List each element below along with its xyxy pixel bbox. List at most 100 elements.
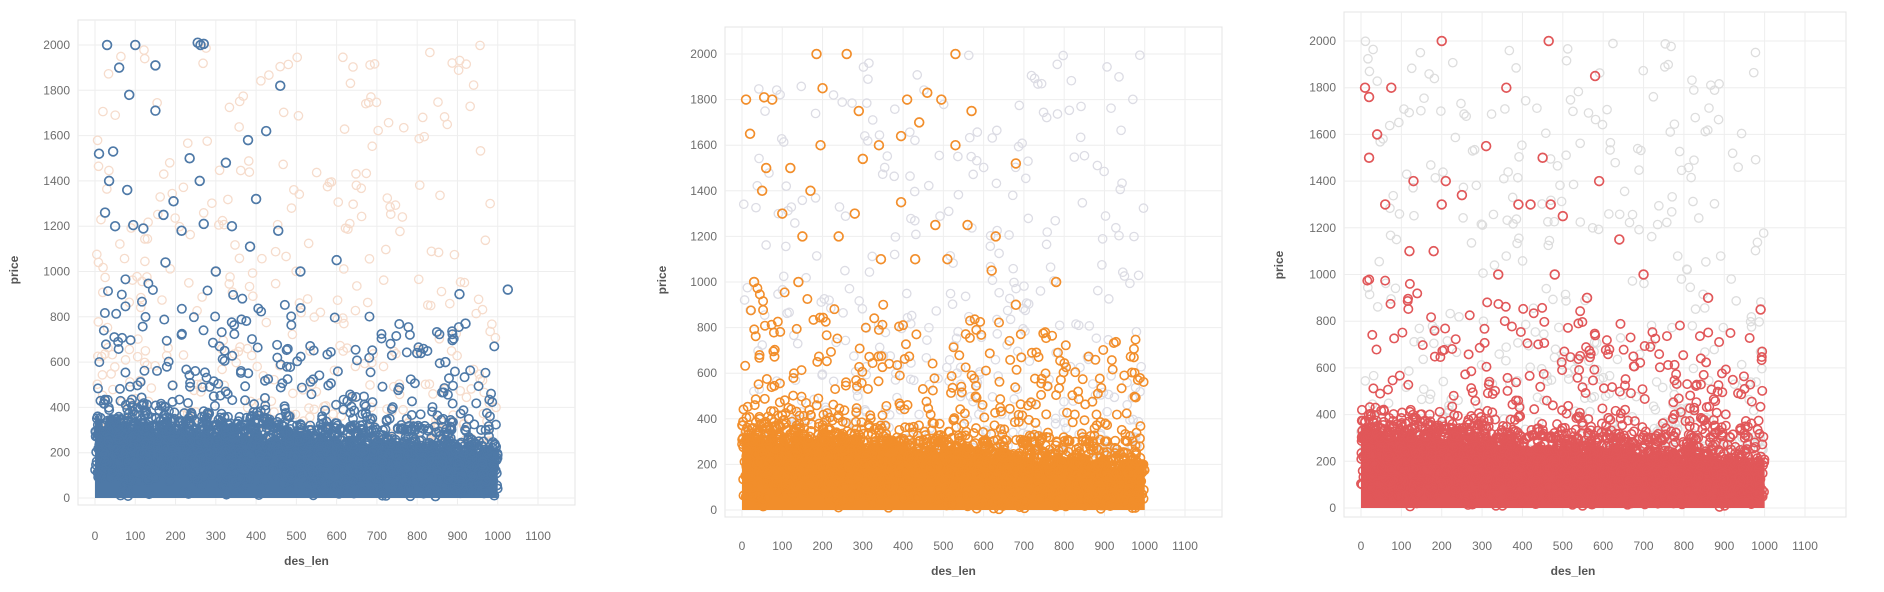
context-point <box>781 181 792 192</box>
dense-point <box>206 469 217 480</box>
scatter-point <box>137 321 148 332</box>
context-point <box>1011 283 1021 294</box>
outlier-point <box>913 117 925 128</box>
context-point <box>132 351 143 362</box>
context-point <box>966 151 977 162</box>
dense-point <box>221 489 232 500</box>
x-tick-label: 800 <box>407 529 427 543</box>
x-tick-label: 900 <box>1714 539 1734 553</box>
context-point <box>816 297 827 307</box>
context-point <box>1727 148 1738 159</box>
dense-point <box>142 459 153 470</box>
context-point <box>390 200 401 211</box>
dense-point <box>194 451 205 462</box>
context-point <box>344 218 355 229</box>
context-point <box>98 106 108 117</box>
context-point <box>1634 224 1644 235</box>
context-point <box>1501 251 1512 261</box>
dense-point <box>163 475 174 486</box>
scatter-point <box>376 329 387 340</box>
scatter-point <box>406 410 417 421</box>
scatter-point <box>429 421 440 432</box>
dense-point <box>114 434 125 445</box>
context-point <box>760 106 770 116</box>
context-point <box>326 177 337 187</box>
context-point <box>104 165 114 176</box>
context-point <box>1129 231 1139 242</box>
dense-point <box>383 433 394 444</box>
context-point <box>1693 213 1704 223</box>
context-point <box>859 131 870 141</box>
context-point <box>879 162 890 173</box>
context-point <box>351 281 362 291</box>
context-point <box>863 74 873 85</box>
scatter-point <box>1116 383 1127 394</box>
scatter-point <box>114 383 125 394</box>
context-point <box>1657 382 1668 393</box>
y-tick-label: 1400 <box>1309 174 1336 188</box>
context-point <box>1119 271 1130 281</box>
context-point <box>810 108 821 119</box>
scatter-point <box>396 423 407 434</box>
scatter-point <box>802 294 813 305</box>
context-point <box>364 253 375 264</box>
dense-point <box>133 475 144 486</box>
dense-point <box>318 456 329 467</box>
dense-point <box>272 471 283 482</box>
context-point <box>367 141 378 152</box>
context-point <box>911 229 921 240</box>
dense-point <box>417 455 428 466</box>
dense-point <box>167 442 178 453</box>
scatter-point <box>305 340 316 351</box>
context-point <box>753 84 764 94</box>
dense-point <box>152 442 163 453</box>
context-point <box>425 300 436 311</box>
y-tick-label: 0 <box>1329 501 1336 515</box>
context-point <box>183 278 194 288</box>
y-tick-label: 1200 <box>1309 221 1336 235</box>
context-point <box>454 55 465 66</box>
outlier-point <box>966 105 977 117</box>
x-axis-title: des_len <box>1551 564 1596 578</box>
dense-point <box>376 446 387 457</box>
scatter-point <box>325 378 336 389</box>
dense-point <box>383 458 394 469</box>
scatter-point <box>209 420 220 431</box>
context-point <box>96 351 107 362</box>
scatter-point <box>199 425 210 436</box>
context-point <box>1106 103 1116 114</box>
context-point <box>844 283 855 294</box>
context-point <box>433 247 444 258</box>
context-point <box>398 404 408 415</box>
y-tick-label: 2000 <box>1309 34 1336 48</box>
context-point <box>889 104 900 115</box>
context-point <box>442 119 453 130</box>
context-point <box>1541 283 1552 294</box>
context-point <box>941 362 952 373</box>
outlier-point <box>785 162 796 174</box>
dense-point <box>487 437 498 448</box>
outlier-point <box>121 184 133 196</box>
dense-point <box>479 488 490 499</box>
dense-point <box>443 439 454 450</box>
scatter-point <box>359 399 370 410</box>
dense-point <box>492 453 503 464</box>
dense-point <box>468 471 479 482</box>
context-point <box>449 249 460 260</box>
context-point <box>332 295 343 306</box>
scatter-point <box>1058 367 1069 378</box>
context-point <box>789 330 799 341</box>
scatter-point <box>946 387 957 398</box>
outlier-point <box>184 153 195 164</box>
scatter-point <box>351 391 362 402</box>
scatter-point <box>305 376 316 387</box>
scatter-point <box>263 419 274 430</box>
dense-point <box>203 435 214 446</box>
context-point <box>394 379 405 389</box>
dense-point <box>238 474 249 485</box>
context-point <box>119 253 130 264</box>
scatter-point <box>825 346 836 357</box>
context-point <box>834 202 845 212</box>
context-point <box>383 117 394 128</box>
scatter-point <box>459 372 470 383</box>
